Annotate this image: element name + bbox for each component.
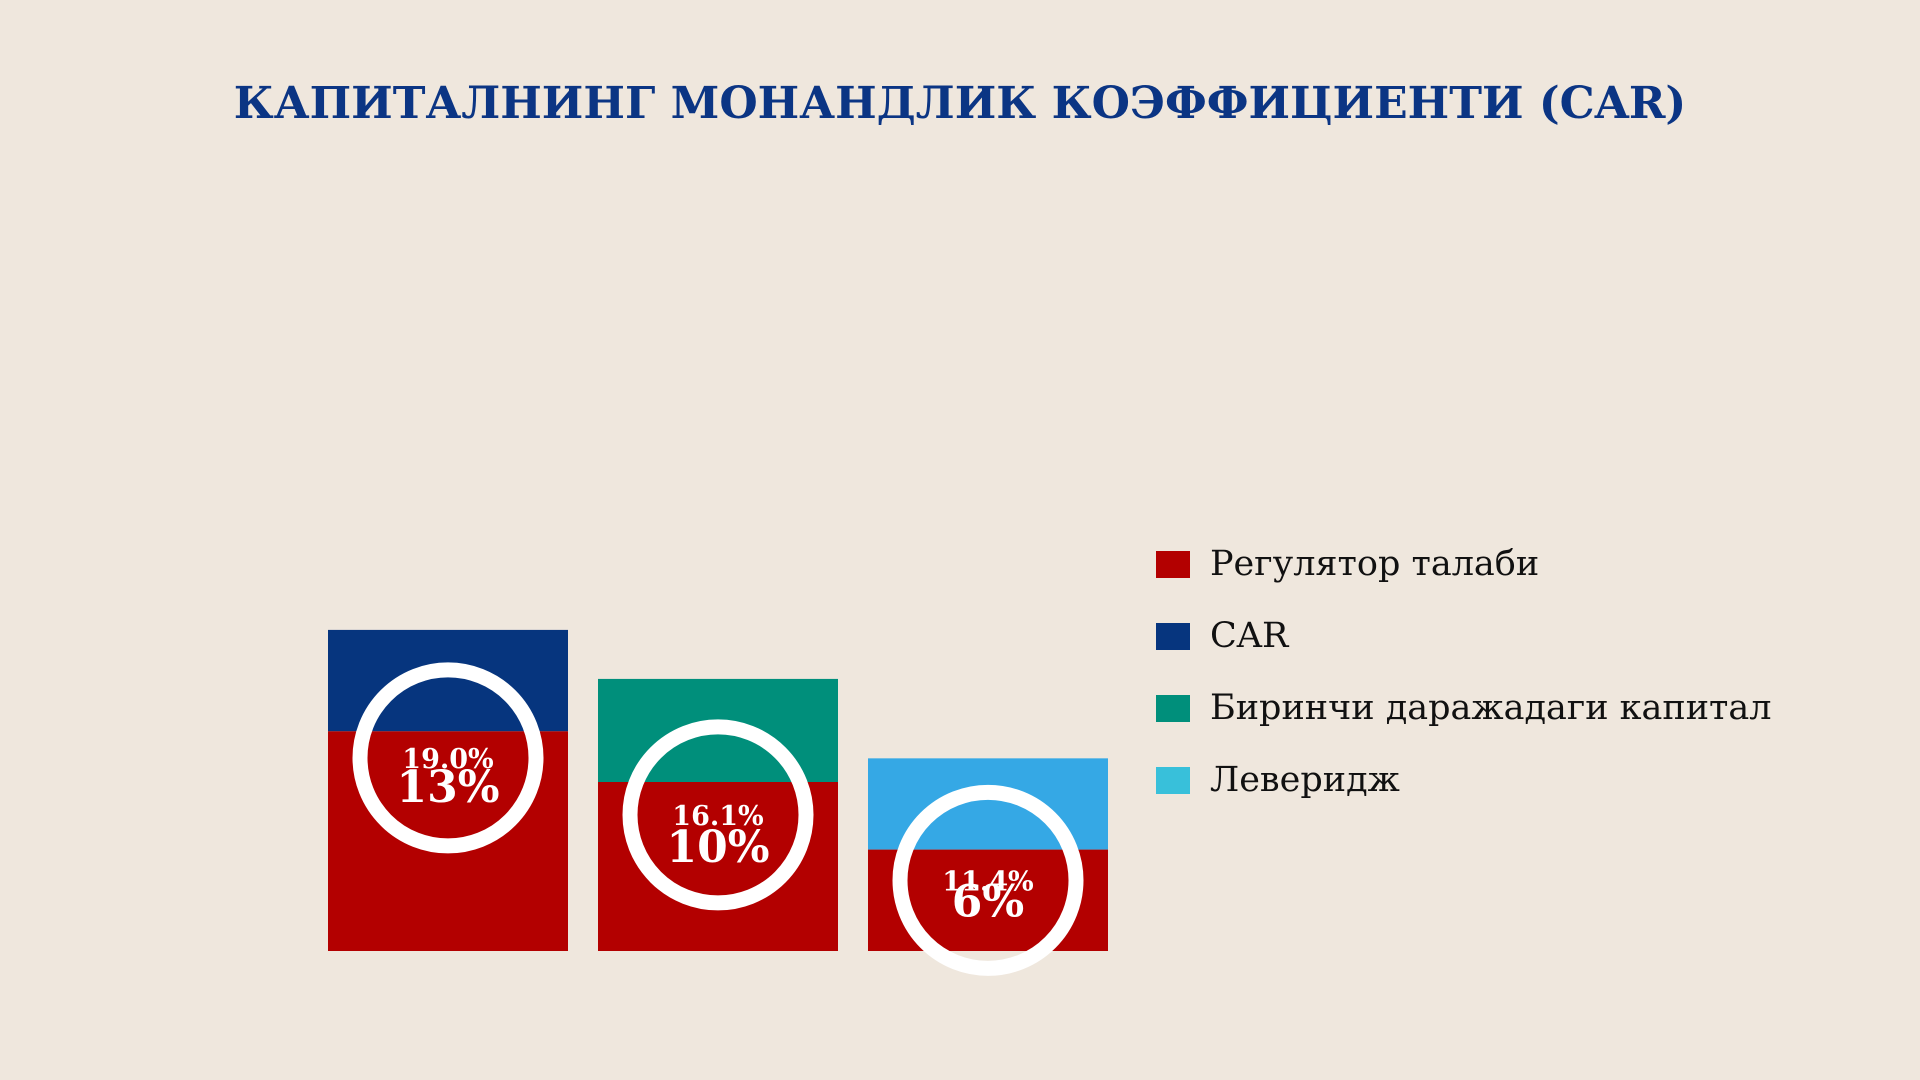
legend-swatch-car [1156,622,1190,650]
label-actual-car: 19.0% [402,744,493,775]
legend-item-car: CAR [1156,600,1772,672]
label-regulator-car: 13% [396,762,499,813]
legend-label-regulator: Регулятор талаби [1210,544,1540,584]
marker-circle-tier1 [622,719,814,911]
legend-swatch-regulator [1156,550,1190,578]
marker-circle-car [352,662,544,854]
label-regulator-tier1: 10% [666,822,769,873]
legend-label-car: CAR [1210,616,1289,656]
legend-swatch-leverage [1156,766,1190,794]
label-actual-tier1: 16.1% [672,801,763,832]
legend-item-regulator: Регулятор талаби [1156,528,1772,600]
marker-circle-leverage [892,784,1084,976]
legend-swatch-tier1 [1156,694,1190,722]
legend-label-tier1: Биринчи даражадаги капитал [1210,688,1772,728]
label-regulator-leverage: 6% [952,876,1024,927]
legend-item-leverage: Леверидж [1156,744,1772,816]
legend-item-tier1: Биринчи даражадаги капитал [1156,672,1772,744]
label-actual-leverage: 11.4% [942,866,1033,897]
legend-label-leverage: Леверидж [1210,760,1400,800]
chart-title: КАПИТАЛНИНГ МОНАНДЛИК КОЭФФИЦИЕНТИ (CAR) [233,78,1687,129]
chart-legend: Регулятор талаби CAR Биринчи даражадаги … [1156,528,1772,816]
